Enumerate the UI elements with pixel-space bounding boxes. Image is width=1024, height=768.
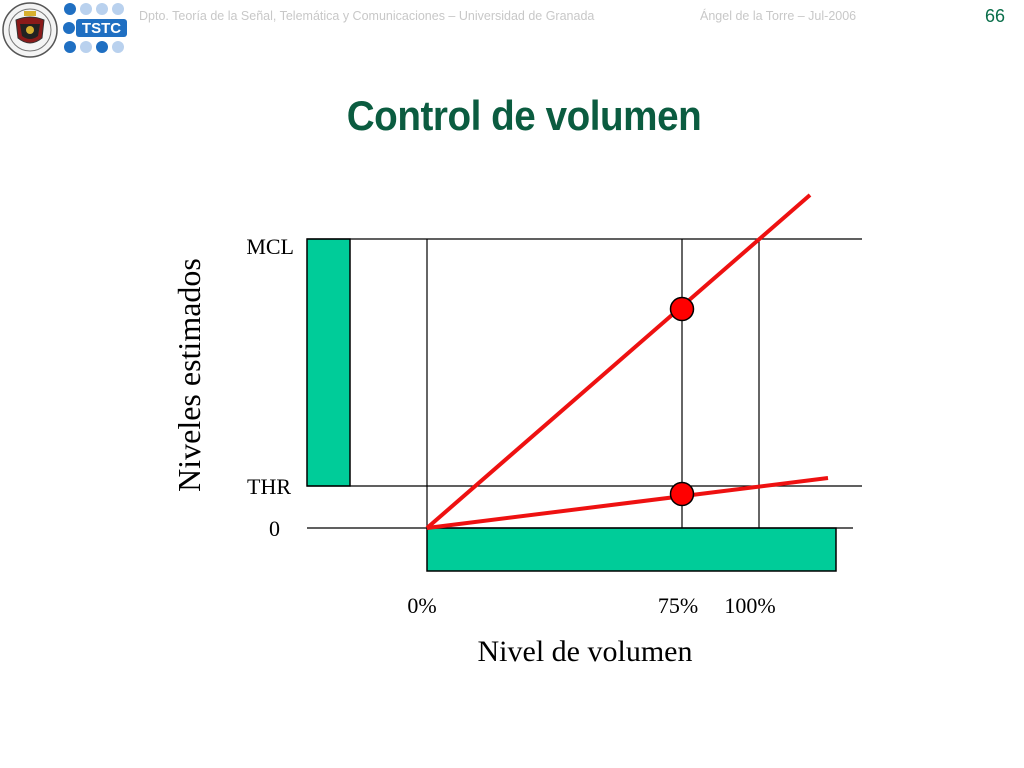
x-axis-label: Nivel de volumen [478,635,693,668]
tstc-logo-text: TSTC [82,20,121,37]
volume-level-bar [426,527,837,572]
university-seal-logo [2,2,58,58]
slide-header: TSTC Dpto. Teoría de la Señal, Telemátic… [0,0,1024,60]
mcl-label: MCL [246,234,294,259]
tick-label-0-percent: 0% [407,593,436,618]
tick-label-75-percent: 75% [658,593,698,618]
tstc-logo: TSTC [63,3,127,53]
slide-title: Control de volumen [346,92,702,139]
page-number: 66 [985,6,1006,26]
lower-operating-point [669,481,695,507]
tick-label-100-percent: 100% [724,593,775,618]
upper-operating-point [669,296,695,322]
header-author-date: Ángel de la Torre – Jul-2006 [700,9,857,23]
steep-mapping-line [425,193,812,530]
estimated-levels-bar [306,238,351,487]
header-department: Dpto. Teoría de la Señal, Telemática y C… [139,9,595,23]
y-axis-label: Niveles estimados [171,258,207,492]
thr-label: THR [247,474,291,499]
shallow-mapping-line [426,476,829,530]
zero-label: 0 [269,516,280,541]
